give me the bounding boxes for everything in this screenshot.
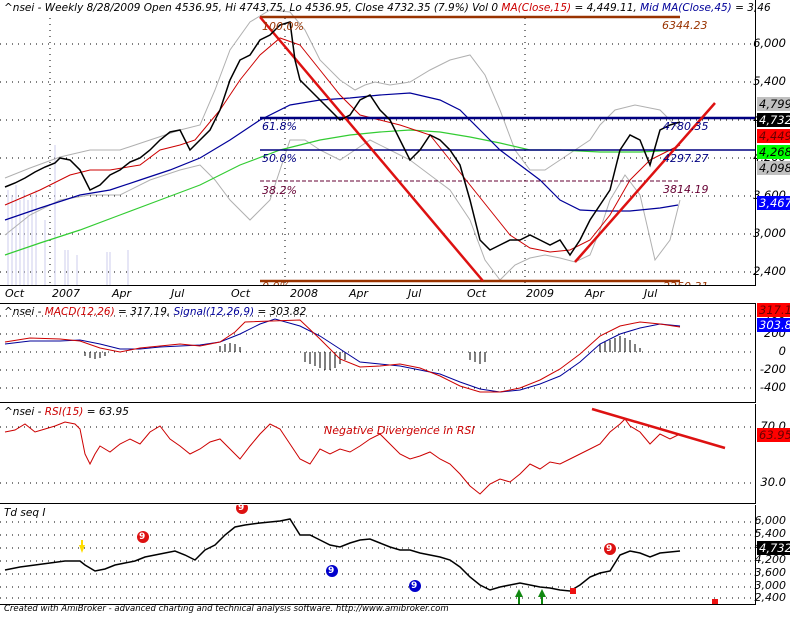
macd-title-prefix: ^nsei - [4,306,45,318]
td-pane-title: Td seq I [4,507,46,519]
fib-382-value: 3814.19 [663,183,709,196]
y-tick: 30.0 [760,475,786,489]
fib-50-label: 50.0% [262,152,297,165]
rsi-divergence-trendline [591,407,726,450]
td-close-tag: 4,732.35 [757,541,790,555]
td-9-marker-red [236,505,248,514]
td-marker-label: 9 [139,532,146,542]
upper-band-tag: 4,799.73 [757,97,790,111]
y-tick: 3,000 [753,226,786,240]
x-tick: Jul [644,287,658,300]
macd-chart-canvas [0,315,755,393]
downtrend-line [259,16,484,282]
price-title-prefix: ^nsei - Weekly 8/28/2009 Open 4536.95, H… [4,2,502,14]
fib-0-value: 2250.31 [663,280,709,285]
y-tick: -400 [759,380,786,394]
ma15-value: = 4,449.11, [571,2,641,14]
yellow-down-arrow-icon [79,545,85,553]
fib-100-label: 100.0% [262,20,304,33]
price-pane-title: ^nsei - Weekly 8/28/2009 Open 4536.95, H… [4,2,771,14]
y-tick: 6,000 [754,514,787,527]
price-chart-canvas [0,9,755,286]
y-tick: 3,000 [754,579,787,592]
y-tick: 6,000 [753,36,786,50]
macd-tag: 317.186 [757,303,790,317]
fib-618-label: 61.8% [262,120,297,133]
rsi-label: RSI(15) [44,406,84,418]
td-marker-label: 9 [238,503,245,513]
x-axis-line [0,285,755,286]
footer-credit: Created with AmiBroker - advanced charti… [4,604,449,614]
ma15-tag: 4,449.11 [757,129,790,143]
fib-100-value: 6344.23 [662,19,708,32]
rsi-pane-title: ^nsei - RSI(15) = 63.95 [4,406,129,418]
rsi-tag: 63.952 [757,428,790,442]
td-marker-label: 9 [606,544,613,554]
td-9-marker-blue [326,565,338,577]
x-tick: Oct [231,287,251,300]
x-tick: Oct [467,287,487,300]
ma45-value: = 3,46 [731,2,771,14]
td-9-marker-red [137,531,149,543]
td-9-marker-red [604,543,616,555]
signal-tag: 303.825 [757,318,790,332]
fib-382-label: 38.2% [262,184,297,197]
ma45-tag: 3,467.59 [757,196,790,210]
fib-0-label: 0.0% [262,280,290,285]
macd-label: MACD(12,26) [44,306,115,318]
ma45-label: Mid MA(Close,45) [640,2,732,14]
price-pane: ^nsei - Weekly 8/28/2009 Open 4536.95, H… [0,0,771,286]
y-tick: 3,600 [754,566,787,579]
td-seq-pane: Td seq I 9 9 9 9 9 [0,503,756,605]
divergence-annotation: Negative Divergence in RSI [324,424,475,437]
y-tick: 0 [778,344,786,358]
rsi-chart-canvas [0,407,755,495]
y-tick: -200 [759,362,786,376]
x-axis: Oct 2007 Apr Jul Oct 2008 Apr Jul Oct 20… [0,286,756,304]
td-marker-label: 9 [328,566,335,576]
fib-618-value: 4780.35 [663,120,709,133]
red-square-marker [570,588,576,594]
x-tick: Apr [585,287,605,300]
lower-band-tag: 4,098.49 [757,161,790,175]
fib-50-value: 4297.27 [663,152,709,165]
x-tick: 2008 [290,287,318,300]
x-tick: Oct [5,287,25,300]
rsi-pane: ^nsei - RSI(15) = 63.95 Negative Diverge… [0,404,756,504]
y-tick: 5,400 [753,74,786,88]
x-tick: Apr [349,287,369,300]
td-9-marker-blue [409,580,421,592]
rsi-title-prefix: ^nsei - [4,406,45,418]
rsi-value: = 63.95 [83,406,129,418]
macd-histogram [84,336,641,370]
signal-value: = 303.82 [254,306,307,318]
macd-value: = 317.19, [114,306,174,318]
x-tick: Apr [112,287,132,300]
x-tick: 2009 [526,287,554,300]
x-tick: 2007 [52,287,80,300]
y-tick: 2,400 [753,264,786,278]
y-tick: 5,400 [754,527,787,540]
close-tag: 4,732.35 [757,113,790,127]
y-tick: 4,200 [754,553,787,566]
signal-label: Signal(12,26,9) [173,306,255,318]
long-ma-tag: 4,268.1 [757,145,790,159]
price-candles [4,21,681,257]
macd-pane: ^nsei - MACD(12,26) = 317.19, Signal(12,… [0,304,756,403]
td-chart-canvas [0,505,755,604]
ma15-label: MA(Close,15) [501,2,572,14]
red-square-marker [712,599,718,604]
x-tick: Jul [408,287,422,300]
macd-pane-title: ^nsei - MACD(12,26) = 317.19, Signal(12,… [4,306,306,318]
green-up-arrow-icon [538,589,546,597]
y-tick: 2,400 [754,591,787,604]
uptrend-line [574,102,716,263]
td-price-line [4,518,681,592]
td-marker-label: 9 [411,581,418,591]
x-tick: Jul [171,287,185,300]
green-up-arrow-icon [515,589,523,597]
